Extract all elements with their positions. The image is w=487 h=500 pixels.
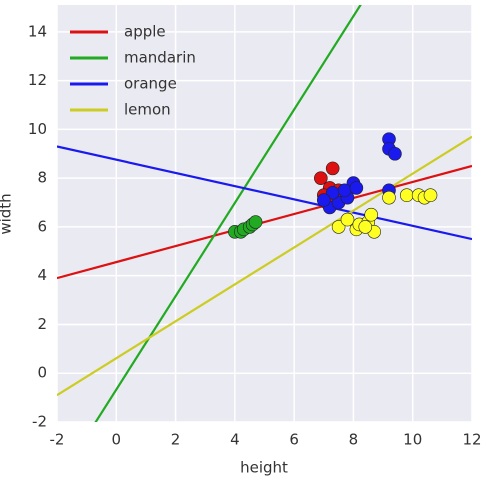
point [314, 171, 328, 185]
point [399, 188, 414, 203]
lines [57, 5, 472, 422]
point [325, 161, 340, 176]
fit-line [94, 5, 362, 422]
legend-label: lemon [124, 101, 171, 119]
y-tick-label: 4 [37, 266, 47, 284]
fit-line [57, 135, 472, 397]
point [358, 220, 373, 234]
y-tick-label: 14 [28, 22, 47, 40]
point [388, 146, 402, 161]
y-tick-label: -2 [32, 413, 47, 431]
y-tick-label: 0 [37, 364, 47, 382]
x-tick-label: 8 [349, 431, 359, 449]
legend-label: orange [124, 75, 177, 93]
y-axis-label: width [0, 193, 15, 234]
points [228, 132, 438, 239]
x-tick-label: -2 [50, 431, 65, 449]
x-tick-label: 10 [403, 431, 422, 449]
y-tick-label: 6 [37, 217, 47, 235]
x-axis-label: height [240, 459, 288, 477]
x-tick-label: 2 [171, 431, 181, 449]
legend-label: apple [124, 23, 166, 41]
y-tick-label: 10 [28, 120, 47, 138]
point [316, 193, 331, 207]
ticks: -2 0 2 4 6 8 10 12 -2 0 2 4 6 8 10 12 14 [28, 22, 482, 448]
x-tick-label: 12 [462, 431, 481, 449]
x-tick-label: 0 [112, 431, 122, 449]
point [337, 183, 352, 198]
point [349, 181, 364, 195]
x-tick-label: 6 [289, 431, 299, 449]
x-tick-label: 4 [230, 431, 240, 449]
legend: apple mandarin orange lemon [70, 23, 196, 119]
point [423, 188, 438, 203]
y-tick-label: 8 [37, 169, 47, 187]
fit-line [57, 164, 472, 280]
point [331, 220, 346, 234]
y-tick-label: 2 [37, 315, 47, 333]
point [382, 190, 396, 205]
point [364, 207, 379, 222]
point [340, 212, 355, 227]
point [248, 215, 263, 229]
legend-label: mandarin [124, 49, 196, 67]
fit-line [57, 145, 472, 241]
plot-area [57, 5, 472, 422]
y-tick-label: 12 [28, 71, 47, 89]
